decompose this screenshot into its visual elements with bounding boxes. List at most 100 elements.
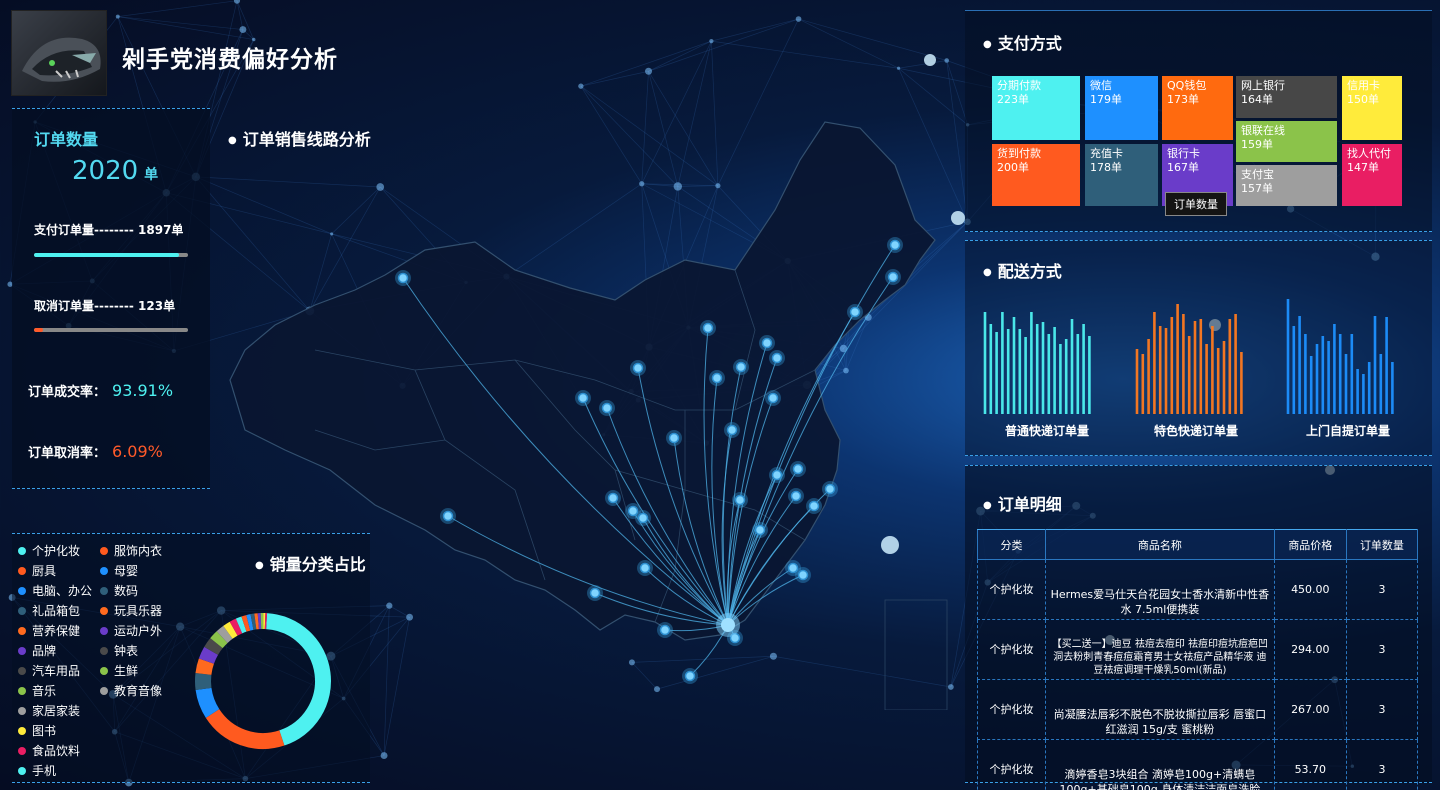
payment-tile-count: 173单 — [1167, 93, 1199, 106]
route-line — [727, 505, 815, 626]
delivery-panel: 配送方式 普通快递订单量 特色快递订单量 上门自提订单量 — [965, 240, 1432, 456]
donut-slice — [250, 613, 257, 630]
table-row[interactable]: 个护化妆 Hermes爱马仕天台花园女士香水清新中性香水 7.5ml便携装 45… — [977, 559, 1419, 620]
legend-item[interactable]: 数码 — [100, 582, 138, 599]
city-node — [659, 624, 671, 636]
app-logo — [11, 10, 107, 96]
legend-swatch — [100, 567, 108, 575]
payment-tile[interactable]: 网上银行 164单 — [1236, 76, 1337, 118]
route-line — [722, 366, 742, 626]
payment-tile[interactable]: 微信 179单 — [1085, 76, 1158, 140]
legend-item[interactable]: 汽车用品 — [18, 662, 80, 679]
legend-swatch — [18, 727, 26, 735]
legend-item[interactable]: 礼品箱包 — [18, 602, 80, 619]
city-node — [792, 463, 804, 475]
route-line — [703, 327, 729, 626]
glow-orb — [951, 211, 965, 225]
payment-tile[interactable]: 分期付款 223单 — [992, 76, 1080, 140]
legend-item[interactable]: 厨具 — [18, 562, 56, 579]
delivery-label-pickup: 上门自提订单量 — [1306, 424, 1391, 438]
route-line — [727, 342, 768, 626]
legend-item[interactable]: 品牌 — [18, 642, 56, 659]
donut-slice — [229, 618, 243, 636]
details-title: 订单明细 — [983, 491, 1062, 515]
order-stats-panel: 订单数量 2020 单 支付订单量-------- 1897单 取消订单量----… — [12, 108, 210, 489]
payment-tooltip: 订单数量 — [1165, 192, 1227, 216]
route-line — [594, 592, 729, 626]
city-node — [637, 512, 649, 524]
route-line — [727, 311, 856, 626]
glow-orb — [924, 54, 936, 66]
payment-tile[interactable]: 货到付款 200单 — [992, 144, 1080, 206]
legend-label: 运动户外 — [114, 624, 163, 638]
legend-item[interactable]: 家居家装 — [18, 702, 80, 719]
col-price[interactable]: 商品价格 — [1273, 529, 1347, 560]
legend-item[interactable]: 教育音像 — [100, 682, 162, 699]
route-line — [727, 397, 774, 626]
payment-tile-count: 179单 — [1090, 93, 1122, 106]
legend-item[interactable]: 玩具乐器 — [100, 602, 162, 619]
legend-swatch — [18, 547, 26, 555]
city-node — [735, 361, 747, 373]
success-rate: 订单成交率： 93.91% — [28, 381, 174, 400]
legend-label: 生鲜 — [114, 664, 139, 678]
legend-label: 个护化妆 — [32, 544, 81, 558]
legend-label: 数码 — [114, 584, 139, 598]
city-node — [889, 239, 901, 251]
payment-tile[interactable]: 信用卡 150单 — [1342, 76, 1402, 140]
city-node — [761, 337, 773, 349]
delivery-label-normal: 普通快递订单量 — [1005, 424, 1090, 438]
legend-label: 玩具乐器 — [114, 604, 163, 618]
col-category[interactable]: 分类 — [977, 529, 1046, 560]
legend-item[interactable]: 服饰内衣 — [100, 542, 162, 559]
table-row[interactable]: 个护化妆 滴婷香皂3块组合 滴婷皂100g+清螨皂100g+基础皂100g 身体… — [977, 739, 1419, 790]
payment-tile[interactable]: 支付宝 157单 — [1236, 165, 1337, 206]
sales-route-map: 订单销售线路分析 — [215, 110, 960, 710]
legend-item[interactable]: 电脑、办公 — [18, 582, 92, 599]
city-node — [711, 372, 723, 384]
legend-item[interactable]: 音乐 — [18, 682, 56, 699]
city-node — [726, 424, 738, 436]
legend-item[interactable]: 生鲜 — [100, 662, 138, 679]
table-row[interactable]: 个护化妆 尚凝腰法唇彩不脱色不脱妆撕拉唇彩 唇蜜口红滋润 15g/支 蜜桃粉 2… — [977, 679, 1419, 740]
legend-item[interactable]: 个护化妆 — [18, 542, 80, 559]
col-qty[interactable]: 订单数量 — [1345, 529, 1419, 560]
legend-item[interactable]: 钟表 — [100, 642, 138, 659]
legend-item[interactable]: 营养保健 — [18, 622, 80, 639]
payment-tile-count: 223单 — [997, 93, 1029, 106]
china-map — [229, 121, 948, 710]
payment-tile-count: 164单 — [1241, 93, 1273, 106]
city-node — [797, 569, 809, 581]
col-product-name[interactable]: 商品名称 — [1045, 529, 1275, 560]
city-node — [767, 392, 779, 404]
province-border — [314, 349, 596, 381]
legend-swatch — [100, 647, 108, 655]
city-node — [771, 352, 783, 364]
payment-tile[interactable]: 找人代付 147单 — [1342, 144, 1402, 206]
paid-orders-bar — [34, 253, 188, 257]
route-line — [673, 437, 729, 626]
payment-tile-count: 157单 — [1241, 182, 1273, 195]
table-row[interactable]: 个护化妆 【买二送一】迪豆 祛痘去痘印 祛痘印痘坑痘疤凹洞去粉刺青春痘痘霜育男士… — [977, 619, 1419, 680]
legend-swatch — [18, 707, 26, 715]
legend-item[interactable]: 母婴 — [100, 562, 138, 579]
legend-item[interactable]: 运动户外 — [100, 622, 162, 639]
payment-tile-count: 167单 — [1167, 161, 1199, 174]
legend-item[interactable]: 食品饮料 — [18, 742, 80, 759]
city-node — [577, 392, 589, 404]
donut-slice — [198, 646, 219, 664]
city-node — [702, 322, 714, 334]
route-line — [447, 515, 729, 626]
legend-item[interactable]: 图书 — [18, 722, 56, 739]
legend-item[interactable]: 手机 — [18, 762, 56, 779]
legend-label: 汽车用品 — [32, 664, 81, 678]
payment-tile[interactable]: QQ钱包 173单 — [1162, 76, 1233, 140]
payment-tile-name: 货到付款 — [997, 147, 1041, 160]
province-border — [594, 369, 816, 411]
order-details-panel: 订单明细 分类 商品名称 商品价格 订单数量 个护化妆 Hermes爱马仕天台花… — [965, 465, 1432, 790]
city-node — [824, 483, 836, 495]
payment-tile[interactable]: 充值卡 178单 — [1085, 144, 1158, 206]
map-title: 订单销售线路分析 — [228, 126, 371, 150]
payment-tile[interactable]: 银联在线 159单 — [1236, 121, 1337, 162]
route-line — [727, 468, 799, 626]
